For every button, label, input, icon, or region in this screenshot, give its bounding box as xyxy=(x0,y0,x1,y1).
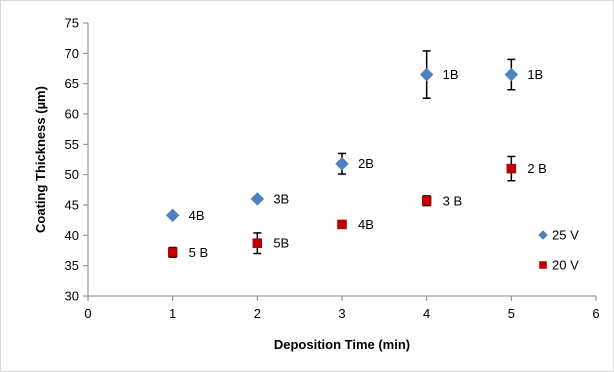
y-tick-label: 70 xyxy=(65,46,79,61)
data-point-diamond xyxy=(419,67,434,82)
x-tick-label: 4 xyxy=(423,306,430,321)
data-point-square xyxy=(506,163,517,174)
legend: 25 V 20 V xyxy=(538,228,579,273)
legend-marker-diamond xyxy=(538,230,548,240)
data-label: 1B xyxy=(443,67,459,82)
data-label: 5B xyxy=(273,236,289,251)
series-diamond: 4B 3B 2B 1B 1B xyxy=(165,50,543,223)
y-tick-label: 50 xyxy=(65,167,79,182)
data-label: 4B xyxy=(189,208,205,223)
series-square: 5 B 5B 4B 3 B 2 B xyxy=(167,155,547,260)
y-tick-label: 35 xyxy=(65,258,79,273)
data-point-square xyxy=(421,196,432,206)
y-tick-label: 30 xyxy=(65,289,79,304)
legend-marker-square xyxy=(539,261,547,269)
data-label: 2B xyxy=(358,156,374,171)
y-tick-label: 45 xyxy=(65,198,79,213)
y-tick-label: 65 xyxy=(65,76,79,91)
y-tick-label: 75 xyxy=(65,16,79,31)
x-tick-label: 5 xyxy=(508,306,515,321)
x-tick-label: 0 xyxy=(84,306,91,321)
x-tick-label: 2 xyxy=(254,306,261,321)
x-tick-label: 1 xyxy=(169,306,176,321)
legend-label: 20 V xyxy=(552,258,579,273)
y-axis-title: Coating Thickness (µm) xyxy=(33,86,48,233)
data-point-square xyxy=(337,219,347,230)
legend-item: 20 V xyxy=(539,258,579,273)
x-axis-title: Deposition Time (min) xyxy=(274,337,410,352)
data-label: 4B xyxy=(358,217,374,232)
data-series: 4B 3B 2B 1B 1B 5 B 5B 4B 3 B 2 B xyxy=(165,50,547,260)
x-axis-tick-labels: 0 1 2 3 4 5 6 xyxy=(84,306,599,321)
data-point-diamond xyxy=(165,208,180,223)
data-label: 3B xyxy=(273,191,289,206)
y-axis-tick-labels: 30 35 40 45 50 55 60 65 70 75 xyxy=(65,16,79,304)
data-label: 3 B xyxy=(443,193,463,208)
x-tick-label: 3 xyxy=(338,306,345,321)
axes xyxy=(83,22,597,301)
data-label: 5 B xyxy=(189,245,209,260)
y-tick-label: 55 xyxy=(65,137,79,152)
data-point-square xyxy=(252,238,263,248)
data-point-diamond xyxy=(250,192,265,206)
legend-label: 25 V xyxy=(552,228,579,243)
data-label: 2 B xyxy=(527,161,547,176)
data-point-diamond xyxy=(335,156,349,171)
data-point-diamond xyxy=(504,67,519,82)
y-tick-label: 60 xyxy=(65,107,79,122)
x-tick-label: 6 xyxy=(592,306,599,321)
data-point-square xyxy=(167,247,178,258)
y-tick-label: 40 xyxy=(65,228,79,243)
data-label: 1B xyxy=(527,67,543,82)
legend-item: 25 V xyxy=(538,228,579,243)
